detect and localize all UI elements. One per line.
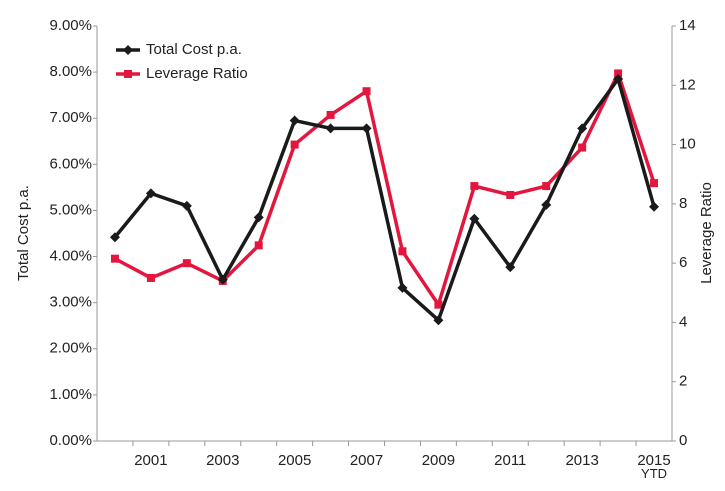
y2-tick-label: 4 bbox=[679, 313, 687, 330]
point bbox=[397, 282, 408, 293]
x-tick-label: 2015 YTD bbox=[637, 452, 670, 481]
y2-tick-label: 6 bbox=[679, 254, 687, 271]
series-line bbox=[114, 71, 656, 307]
point bbox=[470, 182, 479, 191]
point bbox=[505, 262, 516, 273]
point bbox=[542, 182, 551, 191]
y2-tick-label: 14 bbox=[679, 17, 696, 34]
y2-axis-title: Leverage Ratio bbox=[698, 182, 715, 284]
point bbox=[433, 315, 444, 326]
x-tick-label: 2005 bbox=[278, 452, 311, 469]
point bbox=[110, 254, 119, 263]
y-axis-title: Total Cost p.a. bbox=[15, 185, 32, 281]
point bbox=[182, 259, 191, 268]
point bbox=[254, 241, 263, 250]
point bbox=[469, 213, 480, 224]
y-tick-label: 4.00% bbox=[49, 248, 92, 265]
point bbox=[362, 87, 371, 96]
series-line bbox=[113, 77, 656, 322]
legend-label: Total Cost p.a. bbox=[146, 41, 242, 58]
x-tick-label: 2003 bbox=[206, 452, 239, 469]
point bbox=[109, 232, 120, 243]
point bbox=[146, 273, 155, 282]
y-tick-label: 3.00% bbox=[49, 294, 92, 311]
y2-tick-label: 2 bbox=[679, 373, 687, 390]
y2-tick-label: 12 bbox=[679, 76, 696, 93]
point bbox=[613, 74, 624, 85]
point bbox=[649, 201, 660, 212]
point bbox=[217, 274, 228, 285]
y2-tick-label: 0 bbox=[679, 432, 687, 449]
x-tick-label: 2001 bbox=[134, 452, 167, 469]
point bbox=[124, 70, 132, 78]
y2-tick-label: 8 bbox=[679, 195, 687, 212]
point bbox=[145, 188, 156, 199]
legend-label: Leverage Ratio bbox=[146, 65, 248, 82]
point bbox=[325, 123, 336, 134]
point bbox=[289, 115, 300, 126]
point bbox=[326, 110, 335, 119]
y-tick-label: 0.00% bbox=[49, 432, 92, 449]
point bbox=[434, 300, 443, 309]
point bbox=[398, 247, 407, 256]
legend-box bbox=[112, 38, 282, 88]
point bbox=[541, 199, 552, 210]
x-tick-label: 2007 bbox=[350, 452, 383, 469]
x-tick-label: 2013 bbox=[565, 452, 598, 469]
y-tick-label: 2.00% bbox=[49, 340, 92, 357]
x-tick-label: 2011 bbox=[494, 452, 526, 469]
point bbox=[253, 212, 264, 223]
point bbox=[578, 143, 587, 152]
point bbox=[577, 123, 588, 134]
y2-tick-label: 10 bbox=[679, 136, 696, 153]
y-tick-label: 7.00% bbox=[49, 109, 92, 126]
point bbox=[123, 45, 133, 55]
y-tick-label: 5.00% bbox=[49, 201, 92, 218]
point bbox=[650, 179, 659, 188]
point bbox=[614, 69, 623, 78]
point bbox=[290, 140, 299, 149]
y-tick-label: 9.00% bbox=[49, 17, 92, 34]
y-tick-label: 1.00% bbox=[49, 386, 92, 403]
point bbox=[506, 190, 515, 199]
point bbox=[361, 123, 372, 134]
point bbox=[181, 200, 192, 211]
y-tick-label: 8.00% bbox=[49, 63, 92, 80]
y-tick-label: 6.00% bbox=[49, 155, 92, 172]
x-tick-label: 2009 bbox=[422, 452, 455, 469]
